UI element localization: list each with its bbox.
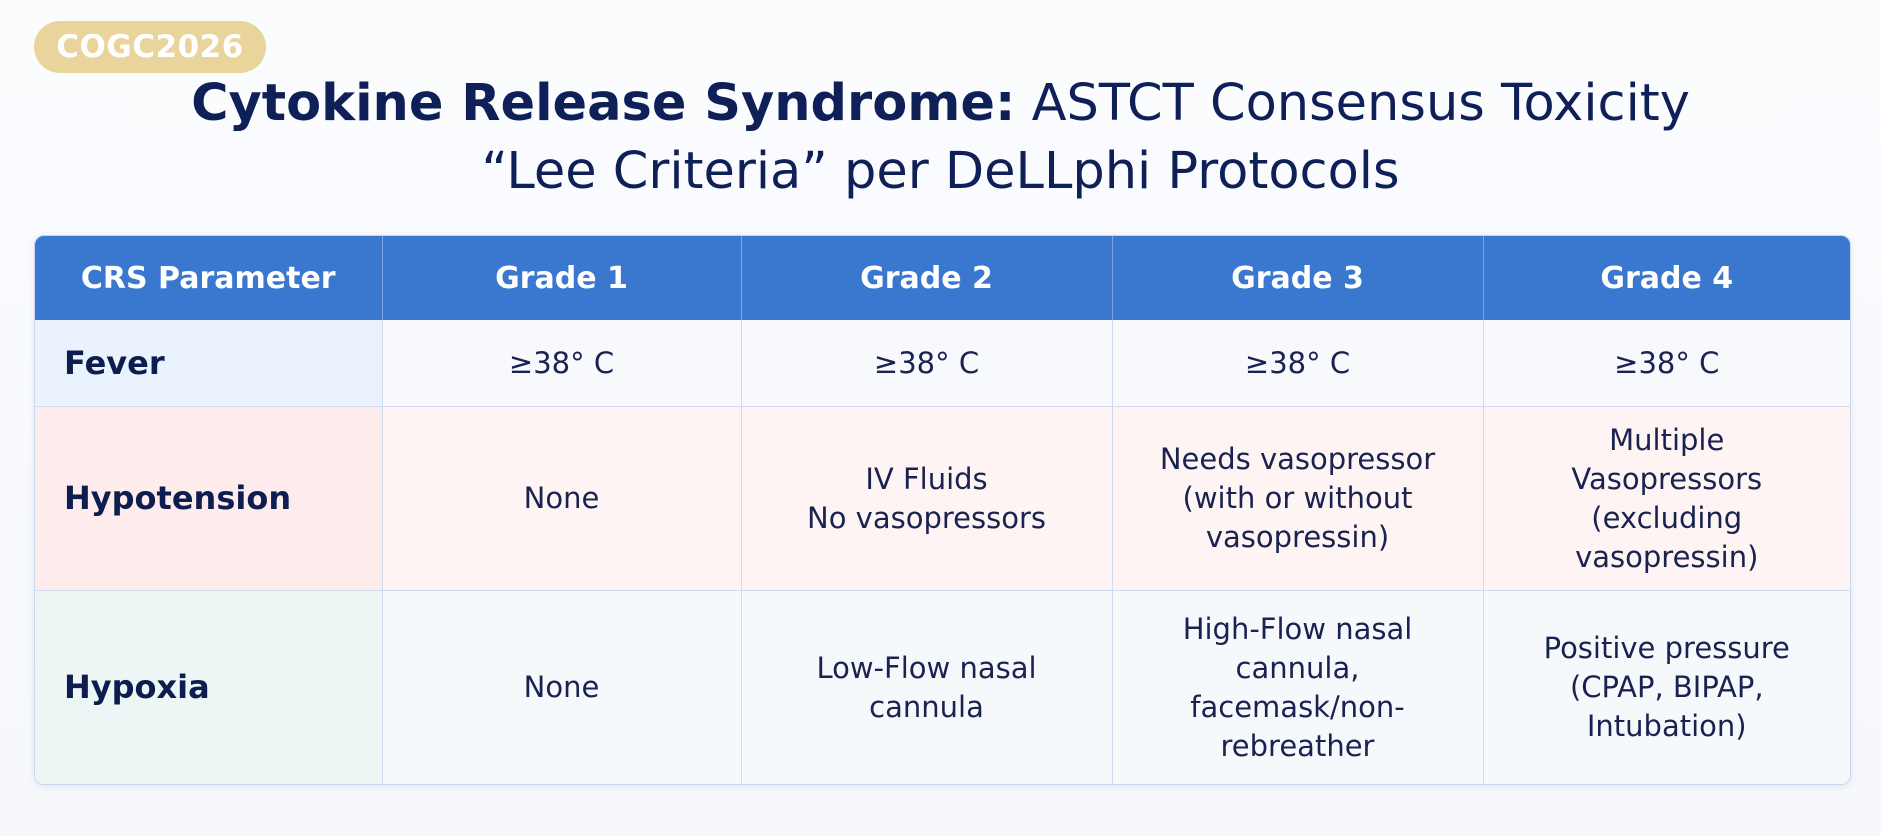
cell-text-line: cannula, — [1235, 650, 1360, 685]
cell-text-line: None — [523, 670, 600, 704]
header-crs-parameter: CRS Parameter — [35, 236, 383, 320]
header-grade-4: Grade 4 — [1483, 236, 1850, 320]
row-parameter-label: Fever — [35, 320, 383, 407]
table-header-row: CRS Parameter Grade 1 Grade 2 Grade 3 Gr… — [35, 236, 1850, 320]
table-row: Hypoxia None Low-Flow nasal cannula High-Flo… — [35, 590, 1850, 784]
grade-1-cell: None — [382, 590, 742, 784]
cell-text-line: (excluding — [1591, 500, 1743, 535]
title-line-2: “Lee Criteria” per DeLLphi Protocols — [481, 142, 1400, 201]
cell-text-line: ≥38° C — [508, 345, 615, 380]
grade-1-cell: ≥38° C — [382, 320, 742, 407]
cell-text-line: Vasopressors — [1571, 461, 1763, 496]
table-row: Fever ≥38° C ≥38° C ≥38° C ≥38° C — [35, 320, 1850, 407]
cell-text-line: (CPAP, BIPAP, — [1569, 670, 1764, 704]
grade-4-cell: Multiple Vasopressors (excluding vasopressi… — [1483, 406, 1850, 591]
title-bold-part: Cytokine Release Syndrome: — [191, 74, 1016, 133]
cell-text-line: Intubation) — [1586, 709, 1747, 743]
grade-2-cell: ≥38° C — [741, 320, 1113, 407]
table: CRS Parameter Grade 1 Grade 2 Grade 3 Gr… — [35, 236, 1850, 784]
cell-text-line: (with or without — [1182, 481, 1413, 515]
cell-text-line: Low-Flow nasal — [816, 650, 1037, 685]
cell-text-line: IV Fluids — [865, 461, 988, 496]
grade-1-cell: None — [382, 406, 742, 591]
cell-text-line: Positive pressure — [1543, 631, 1790, 665]
cell-text-line: ≥38° C — [1614, 345, 1720, 380]
table-row: Hypotension None IV Fluids No vasopressors N… — [35, 406, 1850, 591]
cell-text-line: cannula — [869, 689, 984, 724]
row-parameter-label: Hypotension — [35, 406, 383, 591]
conference-badge: COGC2026 — [34, 21, 266, 73]
page-title: Cytokine Release Syndrome: ASTCT Consens… — [0, 70, 1881, 206]
cell-text-line: ≥38° C — [873, 345, 980, 380]
cell-text-line: vasopressin) — [1205, 520, 1390, 554]
header-grade-3: Grade 3 — [1112, 236, 1484, 320]
cell-text-line: No vasopressors — [807, 500, 1046, 535]
cell-text-line: rebreather — [1220, 728, 1375, 763]
title-line-1: Cytokine Release Syndrome: ASTCT Consens… — [0, 70, 1881, 138]
grade-3-cell: ≥38° C — [1112, 320, 1484, 407]
cell-text-line: None — [523, 481, 600, 515]
grade-4-cell: ≥38° C — [1483, 320, 1850, 407]
grade-4-cell: Positive pressure (CPAP, BIPAP, Intubation… — [1483, 590, 1850, 784]
cell-text-line: vasopressin) — [1575, 539, 1759, 574]
crs-grading-table: CRS Parameter Grade 1 Grade 2 Grade 3 Gr… — [34, 235, 1851, 785]
cell-text-line: ≥38° C — [1244, 345, 1351, 380]
cell-text-line: Needs vasopressor — [1159, 442, 1436, 476]
row-parameter-label: Hypoxia — [35, 590, 383, 784]
cell-text-line: High-Flow nasal — [1182, 611, 1413, 646]
cell-text-line: facemask/non- — [1190, 689, 1405, 724]
grade-3-cell: Needs vasopressor (with or without vasopre… — [1112, 406, 1484, 591]
title-rest: ASTCT Consensus Toxicity — [1015, 74, 1690, 133]
header-grade-1: Grade 1 — [382, 236, 742, 320]
grade-3-cell: High-Flow nasal cannula, facemask/non-rebr… — [1112, 590, 1484, 784]
header-grade-2: Grade 2 — [741, 236, 1113, 320]
cell-text-line: Multiple — [1609, 422, 1725, 457]
grade-2-cell: Low-Flow nasal cannula — [741, 590, 1113, 784]
grade-2-cell: IV Fluids No vasopressors — [741, 406, 1113, 591]
